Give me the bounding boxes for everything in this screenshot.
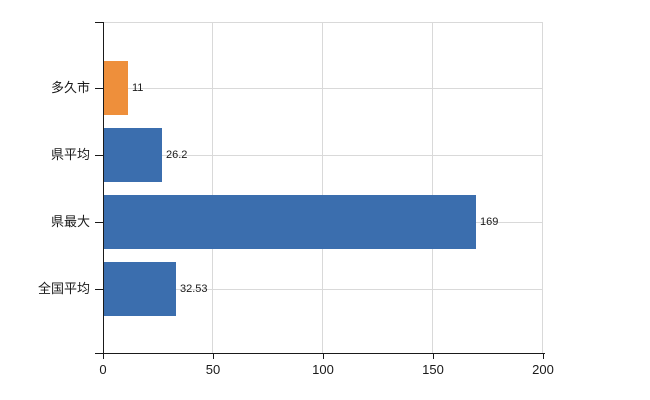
gridline-vertical-200 [542,22,543,353]
y-axis-tick [95,289,103,290]
y-axis-tick [95,222,103,223]
category-label-全国平均: 全国平均 [37,281,90,296]
x-axis-tick [213,353,214,359]
row-gridline [103,88,543,89]
x-axis-tick [543,353,544,359]
bar-県最大 [104,195,476,249]
bar-全国平均 [104,262,176,316]
category-label-県平均: 県平均 [50,147,90,162]
y-axis-tick [95,155,103,156]
gridline-vertical-100 [322,22,323,353]
x-tick-label-0: 0 [99,362,107,377]
x-axis-tick [103,353,104,359]
y-axis-top-tick [95,22,103,23]
plot-top-border [103,22,543,23]
bar-多久市 [104,61,128,115]
bar-value-label: 11 [132,82,144,94]
x-axis-tick [433,353,434,359]
bar-value-label: 26.2 [166,149,188,161]
row-gridline [103,155,543,156]
row-gridline [103,289,543,290]
x-tick-label-100: 100 [312,362,334,377]
bar-value-label: 32.53 [180,283,208,295]
x-axis-line [95,353,545,354]
x-axis-tick [323,353,324,359]
bar-value-label: 169 [480,216,499,228]
category-label-多久市: 多久市 [50,80,90,95]
x-tick-label-200: 200 [532,362,554,377]
bar-県平均 [104,128,162,182]
x-tick-label-50: 50 [205,362,221,377]
gridline-vertical-150 [432,22,433,353]
x-tick-label-150: 150 [422,362,444,377]
gridline-vertical-50 [212,22,213,353]
y-axis-tick [95,88,103,89]
category-label-県最大: 県最大 [50,214,90,229]
plot-area: 11 26.2 169 32.53 [103,22,543,353]
y-axis-line [103,22,104,359]
